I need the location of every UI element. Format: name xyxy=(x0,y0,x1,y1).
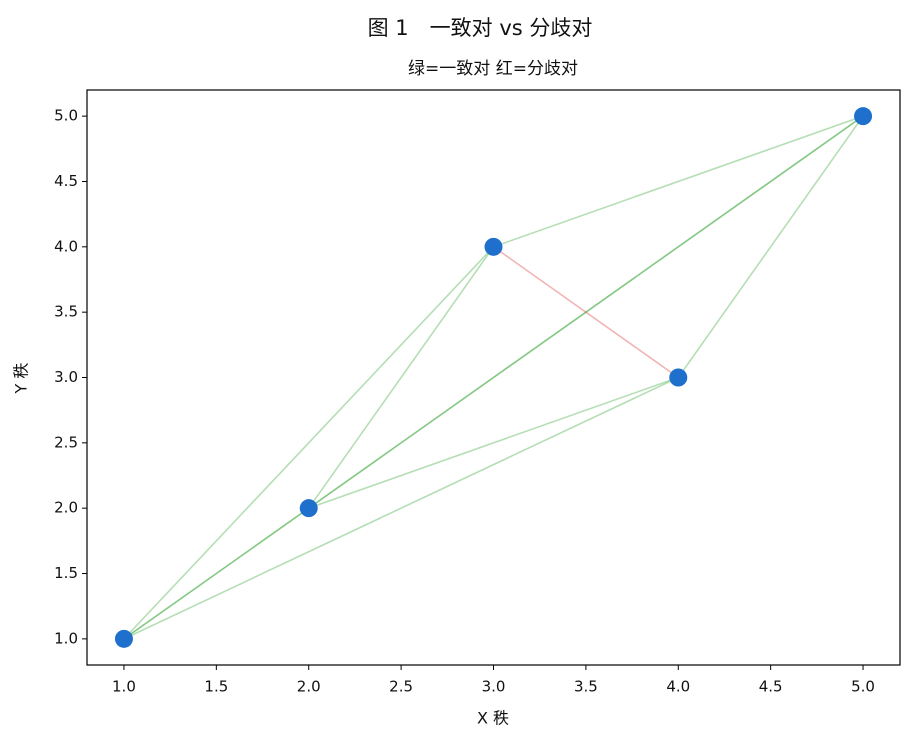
concordant-pair xyxy=(308,115,864,509)
y-tick-label: 3.0 xyxy=(54,368,78,386)
x-tick-label: 2.0 xyxy=(297,678,321,696)
concordant-pair xyxy=(493,115,864,248)
y-tick-label: 4.5 xyxy=(54,172,78,190)
x-tick-label: 3.5 xyxy=(574,678,598,696)
concordant-pair xyxy=(123,376,679,640)
y-tick-label: 5.0 xyxy=(54,107,78,125)
y-axis-label: Y 秩 xyxy=(12,363,31,395)
point xyxy=(854,107,873,126)
x-tick-label: 2.5 xyxy=(389,678,413,696)
x-tick-label: 3.0 xyxy=(482,678,506,696)
concordant-pair xyxy=(123,115,864,640)
x-axis-label: X 秩 xyxy=(477,709,509,728)
x-tick-label: 1.0 xyxy=(112,678,136,696)
x-tick-label: 4.0 xyxy=(666,678,690,696)
point xyxy=(299,499,318,518)
chart-title: 图 1 一致对 vs 分歧对 xyxy=(368,16,593,40)
y-tick-label: 2.0 xyxy=(54,499,78,517)
y-tick-label: 1.0 xyxy=(54,629,78,647)
point xyxy=(669,368,688,387)
concordant-pair xyxy=(123,507,310,640)
concordant-pair xyxy=(677,115,864,378)
point xyxy=(114,629,133,648)
y-tick-label: 3.5 xyxy=(54,303,78,321)
y-tick-label: 2.5 xyxy=(54,433,78,451)
y-tick-label: 1.5 xyxy=(54,564,78,582)
chart-subtitle: 绿=一致对 红=分歧对 xyxy=(408,59,578,79)
concordant-pair xyxy=(308,246,495,509)
plot-frame xyxy=(86,89,901,666)
x-tick-label: 1.5 xyxy=(204,678,228,696)
x-tick-label: 4.5 xyxy=(759,678,783,696)
concordant-pair xyxy=(123,246,495,640)
x-tick-label: 5.0 xyxy=(851,678,875,696)
y-tick-label: 4.0 xyxy=(54,237,78,255)
concordant-pair xyxy=(308,376,679,509)
point xyxy=(484,237,503,256)
discordant-pair xyxy=(493,246,679,379)
